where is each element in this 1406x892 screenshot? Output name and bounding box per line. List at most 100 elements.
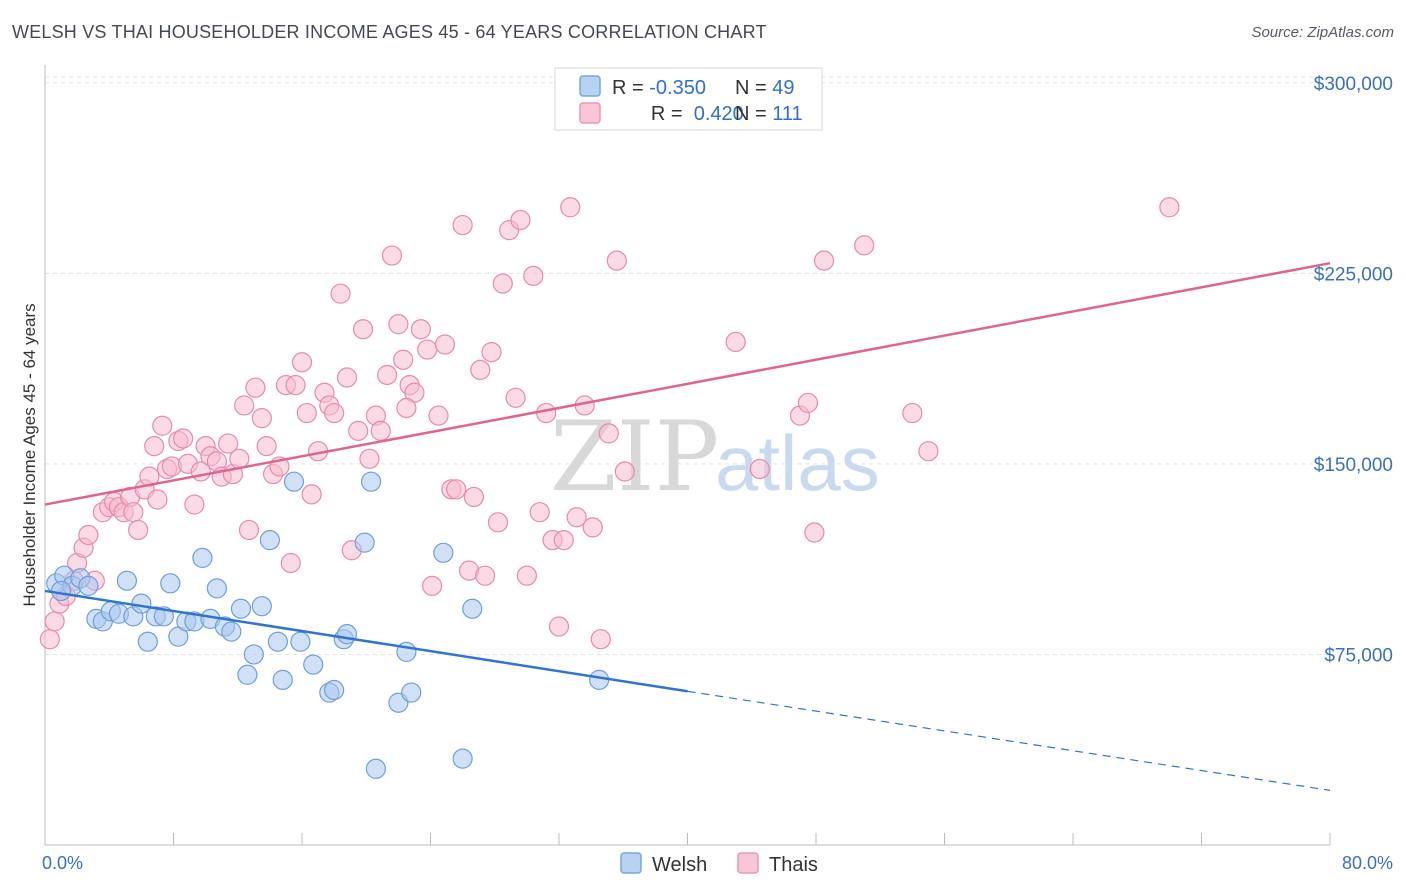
thai-point-45 bbox=[285, 375, 306, 396]
thai-point-20 bbox=[147, 489, 168, 510]
welsh-point-35 bbox=[324, 679, 345, 701]
watermark-zip: ZIP bbox=[550, 401, 719, 513]
welsh-point-46 bbox=[462, 598, 483, 619]
welsh-point-33 bbox=[303, 654, 324, 675]
thai-point-71 bbox=[434, 334, 456, 355]
thai-point-85 bbox=[516, 565, 537, 586]
welsh-point-45 bbox=[452, 748, 473, 769]
series-legend: Welsh Thais bbox=[620, 852, 818, 876]
welsh-point-12 bbox=[137, 631, 158, 652]
legend-n-label-welsh: N = bbox=[735, 77, 772, 99]
svg-text:R = 0.420: R = 0.420 bbox=[612, 103, 772, 125]
thai-point-101 bbox=[749, 458, 770, 480]
thai-point-105 bbox=[813, 250, 835, 271]
thai-point-56 bbox=[348, 420, 369, 441]
thai-point-37 bbox=[238, 519, 260, 541]
thai-point-67 bbox=[410, 319, 431, 340]
thai-points bbox=[39, 197, 1180, 650]
welsh-point-27 bbox=[251, 596, 272, 617]
welsh-point-39 bbox=[360, 471, 382, 492]
y-tick-label-2: $225,000 bbox=[1314, 264, 1393, 285]
thai-point-1 bbox=[44, 611, 65, 632]
thai-point-7 bbox=[78, 524, 99, 546]
thai-point-103 bbox=[797, 392, 819, 414]
thai-point-104 bbox=[804, 522, 825, 543]
legend-swatch-welsh bbox=[579, 75, 601, 97]
welsh-point-47 bbox=[589, 669, 610, 690]
welsh-point-24 bbox=[230, 598, 252, 619]
y-axis-label: Householder Income Ages 45 - 64 years bbox=[20, 303, 39, 606]
axes bbox=[44, 65, 1331, 846]
thai-point-57 bbox=[352, 319, 374, 340]
legend-swatch-thai bbox=[579, 102, 601, 124]
thai-point-54 bbox=[336, 367, 358, 388]
welsh-point-14 bbox=[153, 606, 174, 627]
thai-point-86 bbox=[523, 265, 544, 286]
trend-lines bbox=[44, 261, 1331, 791]
correlation-legend: R = -0.350 N = 49 R = 0.420 N = 111 bbox=[554, 67, 823, 131]
thai-point-15 bbox=[123, 502, 144, 523]
legend-n-value-welsh: 49 bbox=[772, 77, 794, 99]
y-tick-label-0: $75,000 bbox=[1324, 645, 1393, 666]
thai-point-87 bbox=[529, 502, 550, 523]
thai-point-48 bbox=[301, 484, 322, 505]
thai-point-88 bbox=[536, 402, 557, 424]
thai-point-97 bbox=[598, 423, 619, 444]
thai-point-106 bbox=[854, 235, 875, 256]
welsh-point-26 bbox=[243, 644, 264, 665]
thai-point-79 bbox=[481, 342, 502, 363]
thai-point-0 bbox=[39, 629, 60, 650]
thai-point-74 bbox=[452, 214, 473, 236]
welsh-point-15 bbox=[160, 573, 181, 594]
thai-point-90 bbox=[548, 616, 570, 637]
welsh-point-48 bbox=[50, 580, 72, 602]
thai-point-35 bbox=[229, 448, 250, 469]
welsh-point-28 bbox=[259, 530, 280, 551]
thai-point-110 bbox=[396, 397, 417, 419]
thai-point-40 bbox=[256, 436, 277, 457]
thai-point-96 bbox=[590, 629, 611, 650]
thai-point-80 bbox=[487, 512, 509, 533]
thai-point-21 bbox=[152, 415, 173, 436]
thai-point-16 bbox=[128, 519, 149, 541]
svg-text:R = -0.350: R = -0.350 bbox=[612, 77, 706, 99]
thai-point-73 bbox=[446, 479, 467, 500]
welsh-point-40 bbox=[365, 758, 386, 779]
thai-point-98 bbox=[606, 250, 627, 271]
chart-title: WELSH VS THAI HOUSEHOLDER INCOME AGES 45… bbox=[12, 22, 767, 42]
welsh-point-9 bbox=[116, 570, 138, 591]
thai-point-63 bbox=[388, 314, 409, 335]
thai-point-52 bbox=[324, 402, 345, 424]
thai-point-108 bbox=[918, 441, 939, 462]
thai-point-58 bbox=[359, 448, 380, 469]
thai-point-27 bbox=[184, 494, 205, 515]
welsh-point-44 bbox=[433, 542, 454, 563]
thai-point-60 bbox=[370, 420, 391, 441]
thai-point-33 bbox=[218, 433, 239, 454]
thai-point-107 bbox=[902, 402, 923, 424]
welsh-point-21 bbox=[206, 578, 227, 599]
thai-point-109 bbox=[1159, 197, 1180, 218]
welsh-trend-extension bbox=[687, 690, 1331, 791]
thai-point-68 bbox=[417, 339, 438, 360]
thai-point-99 bbox=[614, 461, 635, 482]
legend-r-label-welsh: R = bbox=[612, 77, 649, 99]
welsh-point-25 bbox=[237, 664, 258, 685]
y-tick-label-3: $300,000 bbox=[1314, 74, 1393, 95]
thai-point-39 bbox=[251, 408, 272, 429]
welsh-point-29 bbox=[267, 631, 289, 652]
thai-point-78 bbox=[475, 565, 496, 586]
welsh-point-19 bbox=[192, 547, 213, 568]
legend-r-value-welsh: -0.350 bbox=[649, 77, 706, 99]
thai-point-91 bbox=[553, 530, 574, 551]
thai-point-46 bbox=[291, 352, 313, 373]
legend-n-value-thai: 111 bbox=[772, 103, 802, 125]
watermark-atlas: atlas bbox=[715, 419, 880, 507]
welsh-point-23 bbox=[221, 621, 242, 642]
welsh-point-32 bbox=[290, 631, 311, 652]
legend-r-label-thai: R = bbox=[651, 103, 688, 125]
x-tick-labels: 0.0% 80.0% bbox=[42, 853, 1393, 873]
welsh-point-31 bbox=[283, 471, 305, 492]
legend-label-thai: Thais bbox=[769, 854, 818, 876]
